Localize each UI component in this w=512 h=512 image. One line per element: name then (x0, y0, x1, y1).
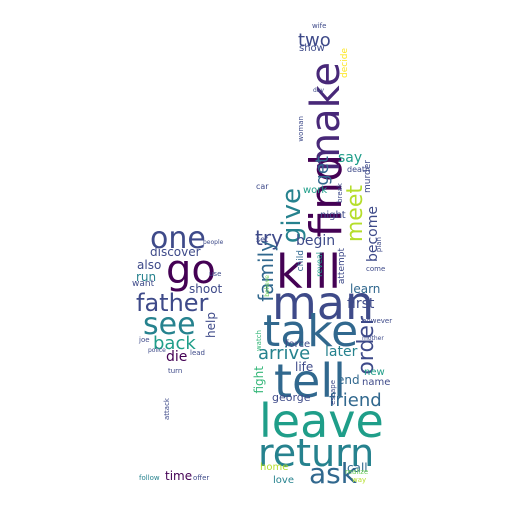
word-attempt: attempt (337, 248, 347, 285)
word-force: force (285, 339, 311, 350)
word-set: set (256, 235, 269, 244)
word-help: help (204, 312, 218, 338)
word-back: back (153, 333, 196, 354)
word-follow: follow (139, 474, 160, 482)
word-try: try (255, 226, 283, 250)
word-run: run (136, 270, 157, 284)
word-call: call (347, 461, 368, 475)
word-man: man (272, 276, 375, 330)
word-arrive: arrive (258, 343, 311, 364)
word-shoot: shoot (189, 282, 223, 296)
word-see: see (143, 307, 196, 342)
word-take: take (263, 306, 359, 357)
word-lead: lead (190, 349, 205, 357)
word-kill: kill (276, 245, 341, 299)
word-child: child (296, 250, 306, 272)
word-later: later (325, 344, 358, 360)
word-name: name (362, 377, 391, 388)
word-also: also (137, 258, 162, 272)
word-break: break (336, 183, 344, 203)
word-ask: ask (309, 457, 357, 490)
word-fight: fight (252, 366, 266, 394)
word-night: night (320, 210, 346, 221)
word-offer: offer (193, 474, 210, 482)
word-meet: meet (343, 185, 368, 243)
word-time: time (165, 469, 193, 483)
word-death: death (347, 165, 371, 174)
word-wife: wife (312, 22, 327, 30)
word-go: go (166, 247, 216, 293)
word-one: one (150, 221, 206, 256)
word-decide: decide (340, 48, 350, 78)
word-realize: realize (345, 468, 369, 476)
word-mother: mother (362, 335, 384, 342)
word-however: however (362, 317, 393, 325)
word-get: get (312, 156, 333, 186)
word-discover: discover (150, 245, 201, 259)
word-show: show (299, 43, 325, 54)
word-home: home (260, 462, 289, 473)
word-attack: attack (163, 398, 171, 420)
word-life: life (295, 360, 314, 374)
word-friend: friend (329, 390, 382, 411)
word-become: become (365, 206, 381, 263)
word-turn: turn (168, 367, 183, 375)
word-believe: believe (264, 275, 271, 297)
word-day: day (313, 87, 325, 94)
word-watch: watch (255, 330, 263, 352)
word-car: car (256, 182, 269, 191)
word-learn: learn (350, 282, 381, 296)
word-father: father (136, 289, 209, 317)
word-tell: tell (274, 354, 346, 408)
word-woman: woman (297, 116, 305, 142)
word-end: end (337, 373, 360, 387)
word-reveal: reveal (315, 252, 324, 277)
word-use: use (209, 270, 222, 278)
word-come: come (366, 265, 386, 273)
word-die: die (166, 349, 188, 365)
word-george: george (272, 391, 311, 404)
word-police: police (148, 347, 166, 354)
word-leave: leave (259, 394, 384, 448)
word-way: way (352, 476, 367, 484)
word-escape: escape (329, 380, 337, 405)
word-begin: begin (296, 233, 336, 249)
word-new: new (364, 367, 385, 378)
word-work: work (303, 185, 328, 196)
word-people: people (203, 239, 224, 246)
word-want: want (132, 279, 155, 289)
word-plan: plan (375, 237, 383, 253)
word-first: first (347, 296, 375, 312)
word-joe: joe (139, 336, 150, 344)
word-say: say (338, 150, 363, 166)
word-love: love (273, 475, 294, 486)
word-two: two (298, 30, 331, 51)
word-return: return (258, 431, 375, 475)
